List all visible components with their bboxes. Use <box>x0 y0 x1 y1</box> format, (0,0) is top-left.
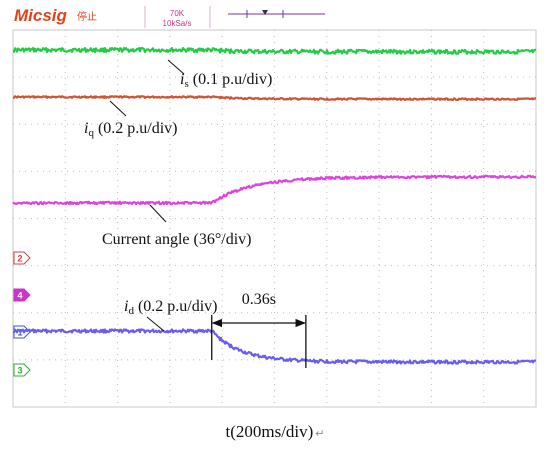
status-text: 停止 <box>77 10 97 23</box>
oscilloscope-screen: Micsig 停止 70K 10kSa/s 2 4 1 3 is (0.1 p.u/d… <box>12 6 537 408</box>
settling-time-annotation: 0.36s <box>211 291 307 368</box>
trace-label-angle: Current angle (36°/div) <box>102 231 251 248</box>
trace-iq <box>12 95 537 101</box>
channel-markers: 2 4 1 3 <box>13 251 31 377</box>
memory-depth-bar <box>228 10 325 18</box>
trace-label-is: is (0.1 p.u/div) <box>180 71 272 90</box>
channel-marker-number: 3 <box>17 366 22 376</box>
time-axis-caption: t(200ms/div) ↵ <box>0 422 550 442</box>
return-mark: ↵ <box>315 428 325 440</box>
sample-points: 70K <box>170 9 185 18</box>
trigger-position-icon <box>262 10 268 15</box>
time-scale-label: t(200ms/div) <box>225 422 314 441</box>
trace-label-iq: iq (0.2 p.u/div) <box>84 120 178 139</box>
trace-id <box>12 328 537 365</box>
channel-marker-4: 4 <box>13 288 31 302</box>
sample-rate: 10kSa/s <box>163 19 192 28</box>
channel-marker-2: 2 <box>13 251 31 265</box>
trace-is <box>12 46 537 55</box>
brand-logo: Micsig <box>14 6 68 25</box>
channel-marker-number: 1 <box>17 328 22 338</box>
trace-label-id: id (0.2 p.u/div) <box>124 298 218 317</box>
status-bar: Micsig 停止 70K 10kSa/s <box>14 6 325 28</box>
waveform-traces <box>12 46 537 365</box>
trace-angle <box>12 174 537 206</box>
channel-marker-3: 3 <box>13 363 31 377</box>
channel-marker-number: 4 <box>17 291 22 301</box>
annotation-label: 0.36s <box>242 291 276 308</box>
trace-labels: is (0.1 p.u/div) iq (0.2 p.u/div) Curren… <box>84 59 272 332</box>
channel-marker-number: 2 <box>17 254 22 264</box>
